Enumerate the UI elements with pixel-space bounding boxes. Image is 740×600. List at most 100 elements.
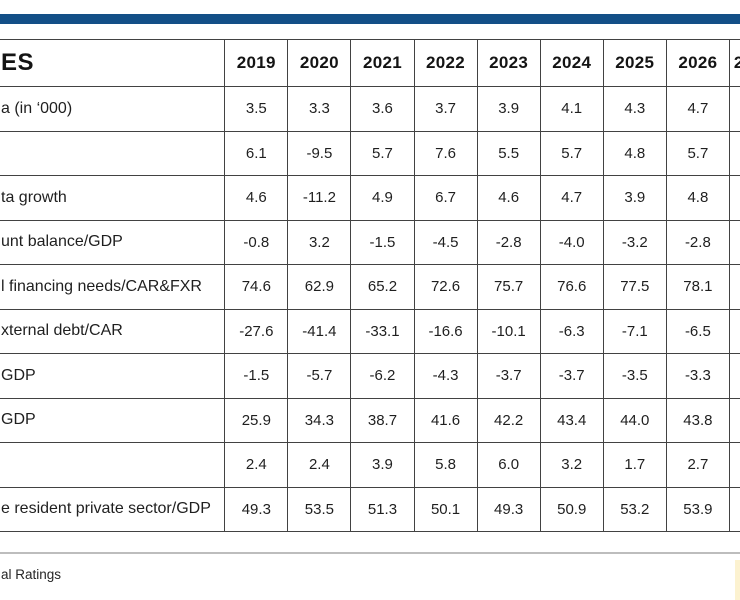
value-cell: 77.5 [602,264,667,310]
value-cell: 72.6 [413,264,478,310]
value-cell: 3.6 [350,86,415,132]
value-cell: 5.7 [665,130,730,176]
value-cell: 25.9 [224,397,289,443]
value-cell: 53.9 [665,486,730,532]
year-header: 2023 [476,39,541,87]
year-header: 2020 [287,39,352,87]
value-cell: 5.7 [539,130,604,176]
source-text: al Ratings [1,567,62,582]
value-cell: 3.9 [602,175,667,221]
value-cell: 4.7 [539,175,604,221]
value-cell: -41.4 [287,308,352,354]
year-header: 2022 [413,39,478,87]
value-cell: -6.2 [350,353,415,399]
table-row: e resident private sector/GDP 49.3 53.5 51.… [0,486,740,532]
row-label-truncated: a (in ‘000) [0,86,226,132]
table-row: GDP -1.5 -5.7 -6.2 -4.3 -3.7 -3.7 -3.5 -3.3 [0,353,740,399]
value-cell: 2.4 [287,442,352,488]
value-cell: 34.3 [287,397,352,443]
value-cell-clipped [728,130,740,176]
value-cell: -1.5 [350,219,415,265]
table-body: a (in ‘000) 3.5 3.3 3.6 3.7 3.9 4.1 4.3 4.7 6.1 -9… [0,86,740,532]
value-cell: 5.8 [413,442,478,488]
value-cell: -2.8 [665,219,730,265]
value-cell: -6.3 [539,308,604,354]
value-cell: 5.5 [476,130,541,176]
value-cell: 76.6 [539,264,604,310]
value-cell: -2.8 [476,219,541,265]
year-header: 2021 [350,39,415,87]
value-cell: 6.0 [476,442,541,488]
year-header: 2024 [539,39,604,87]
indicators-table: ES 201920202021202220232024202520262 a (… [0,39,740,532]
row-label-truncated [0,130,226,176]
value-cell: 42.2 [476,397,541,443]
row-label-truncated: ta growth [0,175,226,221]
value-cell: 3.7 [413,86,478,132]
value-cell-clipped [728,397,740,443]
value-cell: 78.1 [665,264,730,310]
value-cell: 4.9 [350,175,415,221]
value-cell: -7.1 [602,308,667,354]
year-header-row: ES 201920202021202220232024202520262 [0,39,740,87]
value-cell: 2.7 [665,442,730,488]
value-cell: 50.1 [413,486,478,532]
value-cell: 51.3 [350,486,415,532]
value-cell: 50.9 [539,486,604,532]
value-cell: 3.9 [476,86,541,132]
table-row: 2.4 2.4 3.9 5.8 6.0 3.2 1.7 2.7 [0,442,740,488]
value-cell: 3.2 [287,219,352,265]
value-cell: -6.5 [665,308,730,354]
value-cell: -3.5 [602,353,667,399]
value-cell: 62.9 [287,264,352,310]
value-cell: 3.3 [287,86,352,132]
value-cell: 5.7 [350,130,415,176]
row-label-truncated [0,442,226,488]
year-header: 2019 [224,39,289,87]
value-cell: 6.1 [224,130,289,176]
value-cell: -3.7 [476,353,541,399]
value-cell: 49.3 [224,486,289,532]
row-label-truncated: xternal debt/CAR [0,308,226,354]
row-label-truncated: e resident private sector/GDP [0,486,226,532]
value-cell: 43.8 [665,397,730,443]
footer-divider [0,552,740,554]
value-cell: 38.7 [350,397,415,443]
value-cell: -10.1 [476,308,541,354]
value-cell: 4.6 [224,175,289,221]
value-cell: 65.2 [350,264,415,310]
value-cell: 49.3 [476,486,541,532]
top-accent-bar [0,14,740,24]
value-cell: -0.8 [224,219,289,265]
row-label-truncated: GDP [0,353,226,399]
value-cell-clipped [728,264,740,310]
logo-edge [735,560,740,600]
value-cell: 53.2 [602,486,667,532]
value-cell: 4.1 [539,86,604,132]
value-cell: -9.5 [287,130,352,176]
value-cell: -4.5 [413,219,478,265]
value-cell: 75.7 [476,264,541,310]
table-container: ES 201920202021202220232024202520262 a (… [0,39,740,532]
row-label-truncated: unt balance/GDP [0,219,226,265]
table-row: GDP 25.9 34.3 38.7 41.6 42.2 43.4 44.0 43.8 [0,397,740,443]
value-cell: 3.2 [539,442,604,488]
value-cell: 4.3 [602,86,667,132]
value-cell: 4.8 [665,175,730,221]
table-title-truncated: ES [0,39,226,87]
value-cell: -33.1 [350,308,415,354]
value-cell: 53.5 [287,486,352,532]
value-cell: 41.6 [413,397,478,443]
table-row: 6.1 -9.5 5.7 7.6 5.5 5.7 4.8 5.7 [0,130,740,176]
year-header: 2025 [602,39,667,87]
value-cell: 3.5 [224,86,289,132]
value-cell-clipped [728,219,740,265]
value-cell: -16.6 [413,308,478,354]
row-label-truncated: l financing needs/CAR&FXR [0,264,226,310]
value-cell: 2.4 [224,442,289,488]
value-cell: -3.3 [665,353,730,399]
value-cell: 43.4 [539,397,604,443]
value-cell: -1.5 [224,353,289,399]
value-cell-clipped [728,86,740,132]
value-cell-clipped [728,442,740,488]
